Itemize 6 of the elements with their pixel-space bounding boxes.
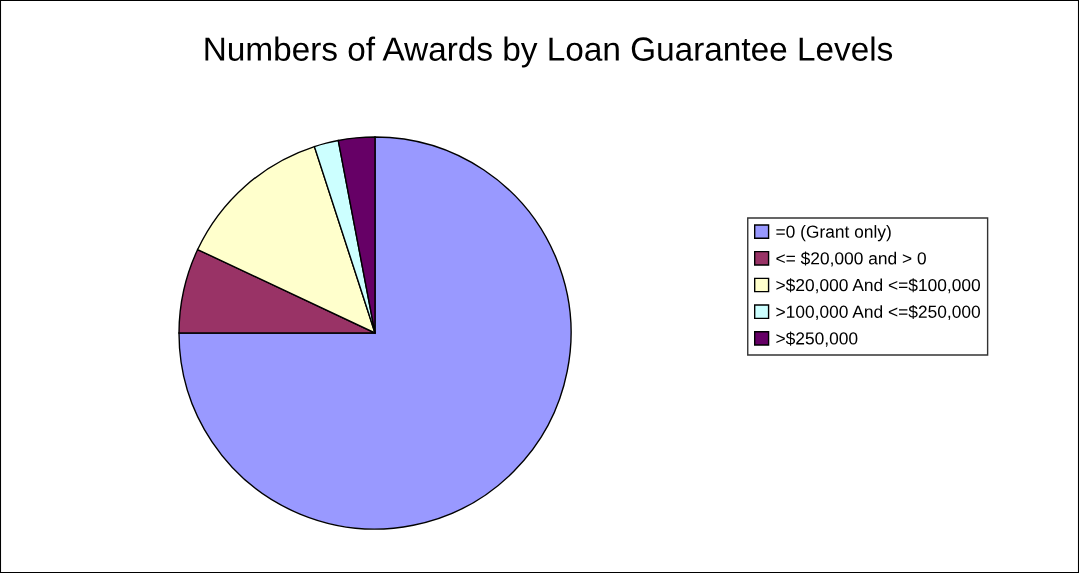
legend-label: >$250,000: [776, 331, 858, 347]
legend-label: >100,000 And <=$250,000: [776, 304, 981, 320]
chart-title: Numbers of Awards by Loan Guarantee Levels: [205, 36, 893, 68]
legend-label: <= $20,000 and > 0: [776, 251, 926, 267]
legend-label: >$20,000 And <=$100,000: [776, 278, 981, 294]
legend-label: =0 (Grant only): [776, 225, 891, 242]
